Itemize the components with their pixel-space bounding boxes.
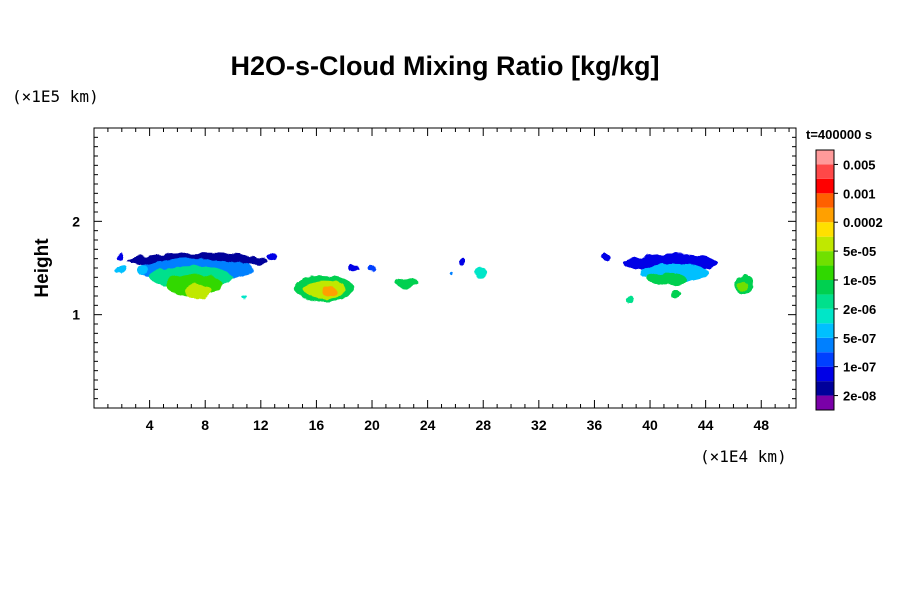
colorbar-label: 5e-05 — [843, 244, 876, 259]
colorbar-swatch — [816, 222, 834, 237]
cloud-patch-7 — [137, 265, 149, 275]
y-scale-label: (×1E5 km) — [12, 87, 99, 106]
colorbar-swatch — [816, 164, 834, 179]
x-tick-label: 44 — [698, 417, 714, 433]
chart-title: H2O-s-Cloud Mixing Ratio [kg/kg] — [231, 51, 660, 81]
time-label: t=400000 s — [806, 127, 872, 142]
colorbar-swatch — [816, 193, 834, 208]
cloud-patch-19 — [600, 254, 611, 262]
colorbar-swatch — [816, 265, 834, 280]
colorbar-swatch — [816, 150, 834, 165]
cloud-patch-23 — [624, 296, 635, 304]
colorbar-swatch — [816, 280, 834, 295]
colorbar-label: 0.005 — [843, 157, 876, 172]
x-tick-label: 20 — [364, 417, 380, 433]
cloud-patch-8 — [266, 253, 278, 260]
colorbar-label: 0.0002 — [843, 215, 883, 230]
colorbar-label: 5e-07 — [843, 331, 876, 346]
x-tick-label: 16 — [309, 417, 325, 433]
x-tick-label: 12 — [253, 417, 269, 433]
colorbar-swatch — [816, 294, 834, 309]
cloud-patch-13 — [347, 265, 358, 271]
colorbar-label: 0.001 — [843, 186, 876, 201]
colorbar-swatch — [816, 207, 834, 223]
cloud-patch-26 — [737, 282, 749, 292]
colorbar-swatch — [816, 251, 834, 266]
cloud-patch-0 — [116, 265, 128, 275]
y-axis: 12 — [72, 136, 796, 400]
colorbar: 2e-08 1e-07 5e-07 2e-06 1e-05 5e-05 0.0002 0.00… — [815, 149, 883, 411]
cloud-patch-24 — [670, 290, 680, 298]
colorbar-swatch — [816, 337, 834, 353]
x-axis: 4 8 12 16 20 24 28 32 36 40 44 48 — [107, 128, 790, 433]
colorbar-label: 1e-05 — [843, 273, 876, 288]
cloud-field — [116, 253, 755, 304]
colorbar-swatch — [816, 323, 834, 338]
x-tick-label: 24 — [420, 417, 436, 433]
cloud-patch-6 — [184, 283, 213, 299]
y-tick-label: 2 — [72, 213, 80, 229]
x-tick-label: 36 — [587, 417, 603, 433]
colorbar-swatch — [816, 352, 834, 367]
colorbar-swatch — [816, 178, 834, 194]
x-tick-label: 8 — [201, 417, 209, 433]
cloud-patch-18 — [449, 271, 453, 276]
x-tick-label: 40 — [642, 417, 658, 433]
y-tick-label: 1 — [72, 307, 80, 323]
x-tick-label: 4 — [146, 417, 154, 433]
colorbar-swatch — [816, 395, 834, 410]
colorbar-swatch — [816, 236, 834, 252]
colorbar-label: 1e-07 — [843, 360, 876, 375]
cloud-patch-9 — [241, 296, 247, 300]
colorbar-label: 2e-06 — [843, 302, 876, 317]
y-axis-label: Height — [32, 238, 53, 298]
x-tick-label: 32 — [531, 417, 547, 433]
colorbar-label: 2e-08 — [843, 389, 876, 404]
cloud-patch-22 — [645, 272, 688, 286]
cloud-patch-15 — [395, 278, 418, 288]
colorbar-swatch — [816, 366, 834, 382]
cloud-patch-12 — [321, 286, 339, 297]
x-scale-label: (×1E4 km) — [700, 447, 787, 466]
cloud-patch-16 — [459, 259, 466, 266]
x-tick-label: 48 — [753, 417, 769, 433]
colorbar-swatch — [816, 381, 834, 396]
cloud-patch-17 — [474, 267, 487, 279]
x-tick-label: 28 — [475, 417, 491, 433]
cloud-patch-1 — [116, 253, 125, 260]
colorbar-swatch — [816, 308, 834, 324]
cloud-patch-14 — [367, 266, 377, 272]
